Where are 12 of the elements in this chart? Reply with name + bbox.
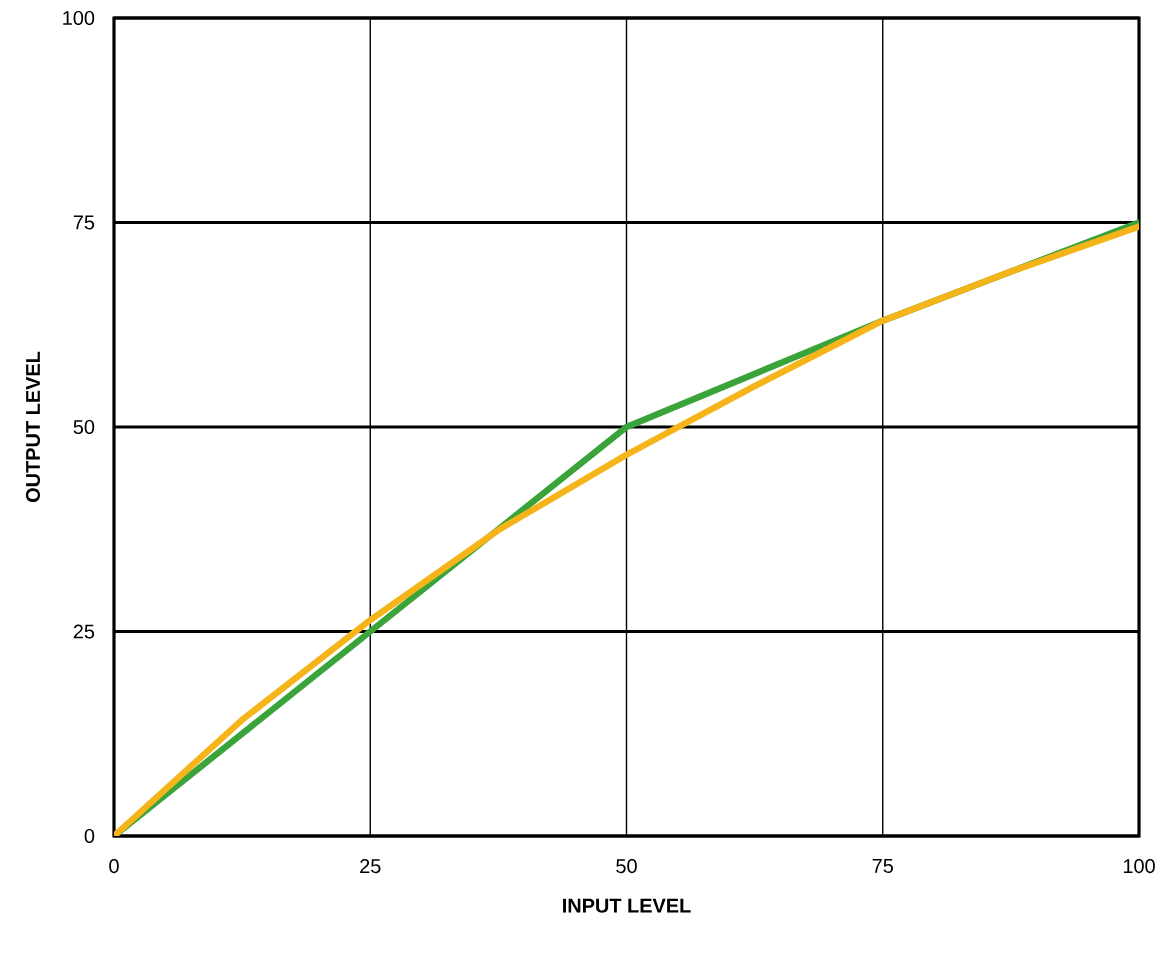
y-axis-title: OUTPUT LEVEL [25, 351, 41, 503]
x-axis-title: INPUT LEVEL [563, 898, 691, 913]
x-tick-label: 0 [109, 859, 119, 874]
y-tick-label: 0 [84, 828, 95, 844]
y-tick-label: 25 [73, 624, 95, 639]
y-tick-label: 100 [63, 10, 95, 26]
x-tick-label: 25 [360, 859, 381, 874]
x-tick-label: 50 [616, 859, 637, 874]
y-tick-label: 75 [73, 215, 95, 230]
y-tick-label: 50 [73, 419, 95, 435]
x-tick-label: 75 [872, 859, 894, 873]
x-tick-label: 100 [1123, 859, 1155, 874]
